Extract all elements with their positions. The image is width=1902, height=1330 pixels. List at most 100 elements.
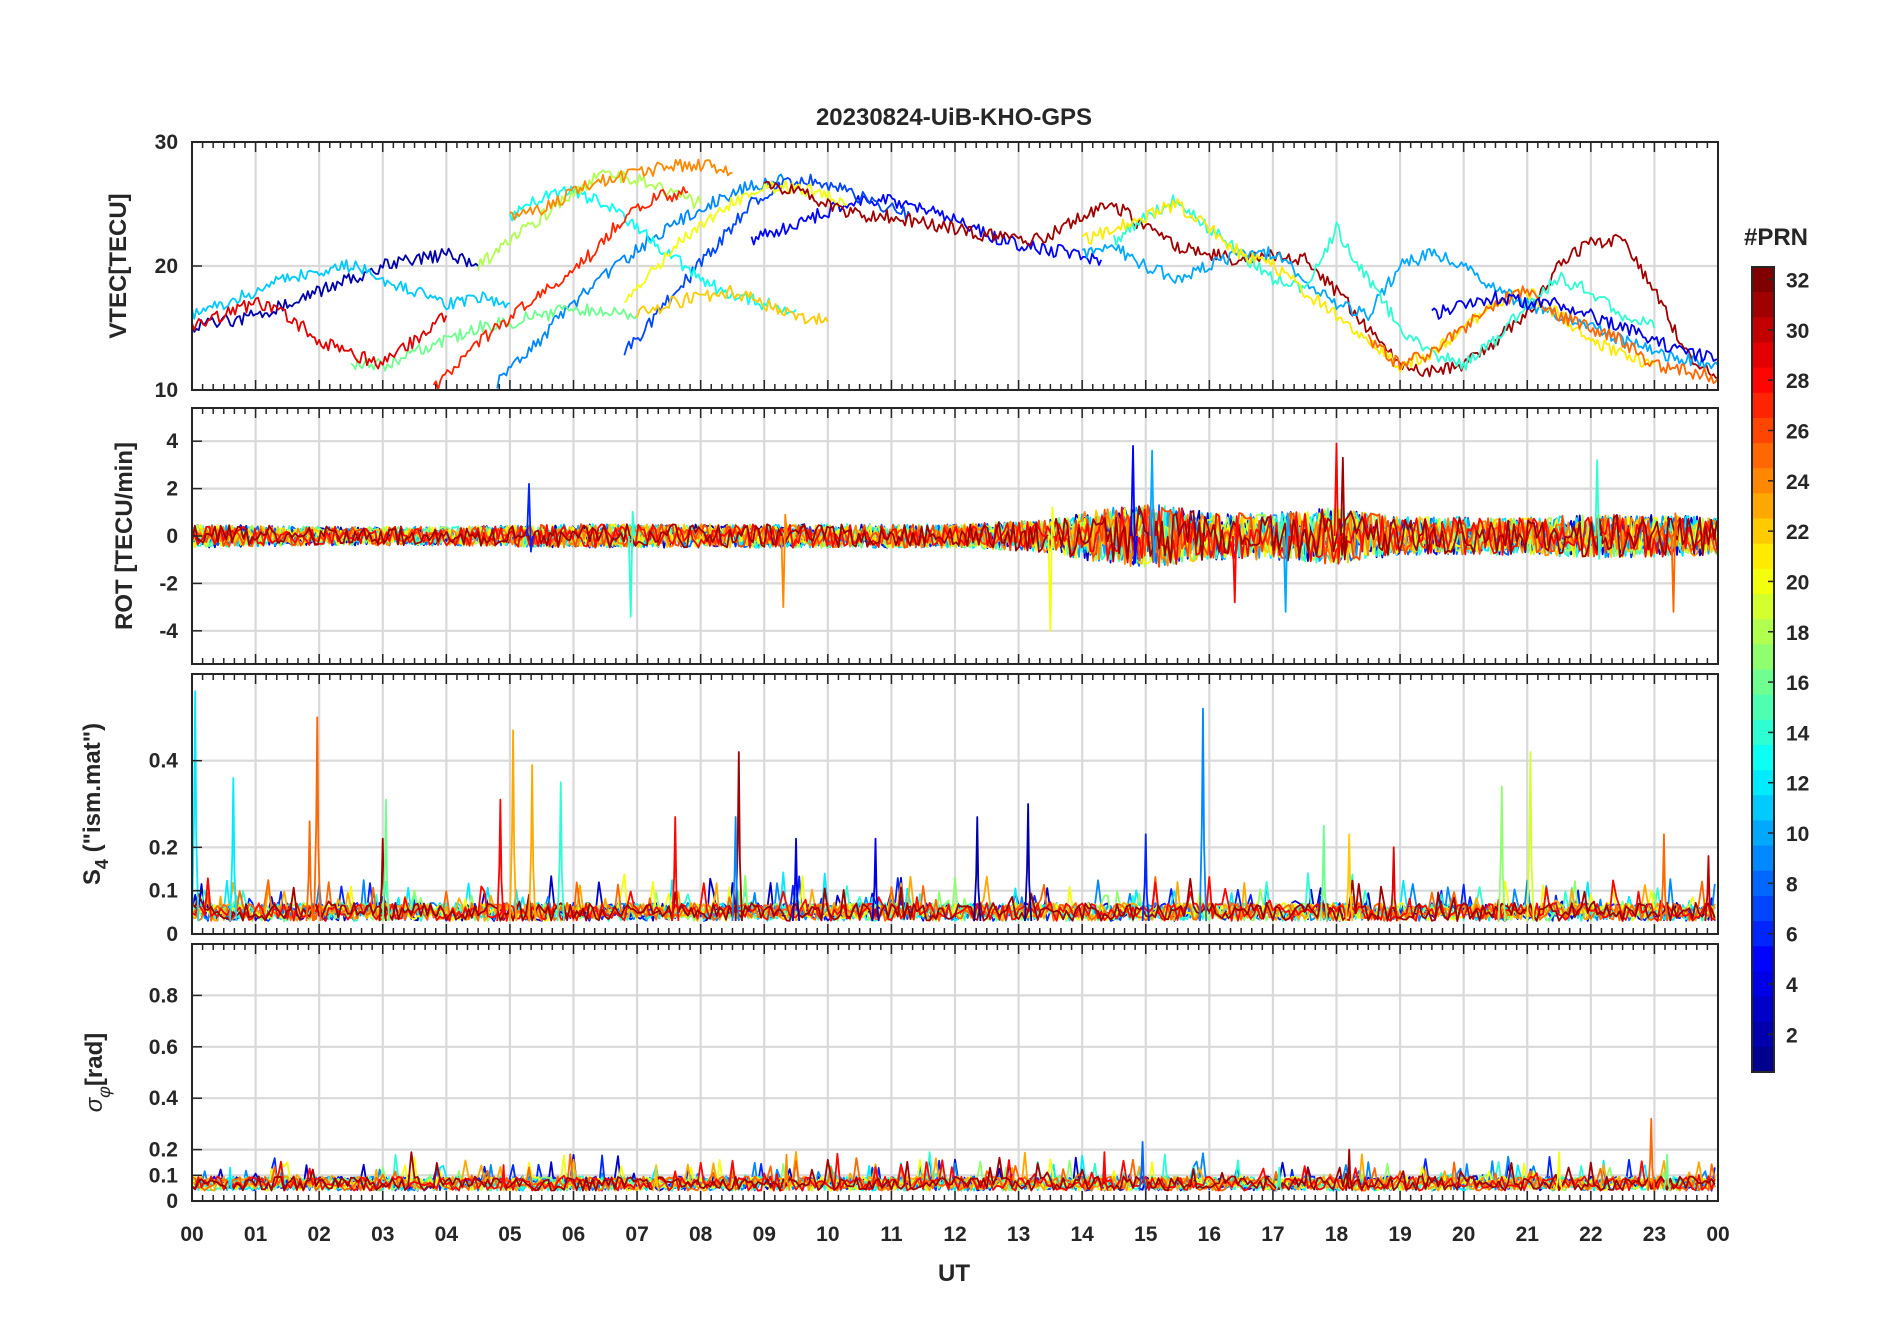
colorbar-tick-label: 18 — [1786, 622, 1810, 645]
sigma-spike-prn-8 — [1138, 1140, 1147, 1191]
panel-s4: 0 0.1 0.2 0.4 S4 ("ism.mat") — [79, 673, 1720, 946]
rot-trace-prn-31 — [192, 505, 1718, 564]
vtec-trace-prn-25 — [1367, 285, 1718, 385]
y-tick-label-s4: 0 — [166, 923, 178, 946]
vtec-trace-prn-31 — [763, 180, 1718, 379]
y-axis-label-vtec: VTEC[TECU] — [105, 193, 132, 338]
sigma-spike-prn-20 — [1554, 1151, 1564, 1191]
traces-s4 — [192, 690, 1716, 922]
colorbar-segment — [1752, 342, 1774, 369]
sigma-spike-prn-22 — [652, 1164, 661, 1192]
s4-spike-prn-30 — [1704, 855, 1713, 922]
colorbar-segment — [1752, 669, 1774, 696]
s4-spike-prn-25 — [1659, 833, 1669, 922]
vtec-trace-prn-5 — [750, 193, 1103, 266]
sigma-trace-prn-12 — [192, 1155, 1716, 1192]
minor-ticks-sigma — [191, 944, 1719, 1202]
vtec-trace-prn-20 — [623, 179, 848, 304]
x-tick-label: 09 — [753, 1223, 776, 1246]
colorbar-segment — [1752, 292, 1774, 318]
y-axis-label-s4: S4 ("ism.mat") — [79, 723, 112, 885]
rot-spike-prn-14 — [1594, 459, 1602, 560]
y-tick-label-vtec: 30 — [155, 131, 178, 154]
sigma-spike-prn-28 — [499, 1164, 508, 1192]
panel-sigma: 0 0.10.2 0.4 0.6 0.8 σφ[rad] — [81, 943, 1720, 1213]
y-tick-label-sigma: 0.4 — [149, 1087, 179, 1110]
x-tick-label: 18 — [1325, 1223, 1349, 1246]
vtec-trace-prn-29 — [192, 296, 448, 370]
s4-spike-prn-25 — [313, 716, 322, 922]
colorbar-tick-label: 2 — [1786, 1024, 1798, 1047]
vtec-trace-prn-16 — [350, 303, 638, 372]
colorbar-segment — [1752, 417, 1774, 444]
s4-spike-prn-17 — [1497, 785, 1506, 922]
x-tick-label: 08 — [689, 1223, 713, 1246]
s4-spike-prn-12 — [229, 777, 238, 922]
s4-spike-prn-23 — [509, 729, 518, 922]
colorbar-segment — [1752, 367, 1774, 394]
x-tick-label: 00 — [180, 1223, 203, 1246]
colorbar-tick-label: 20 — [1786, 571, 1809, 594]
x-tick-label: 23 — [1643, 1223, 1666, 1246]
colorbar-tick-label: 8 — [1786, 873, 1798, 896]
colorbar-segment — [1752, 921, 1774, 947]
sigma-spike-prn-24 — [782, 1153, 791, 1191]
x-tick-label: 15 — [1134, 1223, 1158, 1246]
sigma-spike-prn-14 — [1275, 1166, 1284, 1192]
x-tick-label: 13 — [1007, 1223, 1030, 1246]
colorbar-segment — [1752, 694, 1774, 721]
y-tick-label-rot: -2 — [159, 572, 178, 595]
x-tick-label: 00 — [1706, 1223, 1729, 1246]
traces-rot — [192, 442, 1718, 632]
colorbar-segment — [1752, 493, 1774, 520]
colorbar-tick-label: 32 — [1786, 270, 1809, 293]
panel-vtec: 10 20 30 VTEC[TECU] — [105, 131, 1720, 402]
x-tick-label: 21 — [1516, 1223, 1540, 1246]
rot-spike-prn-31 — [1340, 456, 1348, 561]
colorbar-tick-label: 30 — [1786, 320, 1809, 343]
colorbar-segment — [1752, 845, 1774, 872]
colorbar-segment — [1752, 795, 1774, 821]
s4-spike-prn-16 — [381, 798, 391, 922]
colorbar-segment — [1752, 946, 1774, 972]
vtec-trace-prn-2 — [192, 247, 479, 333]
minor-ticks-s4 — [191, 674, 1719, 935]
colorbar-segment — [1752, 518, 1774, 545]
colorbar-segment — [1752, 443, 1774, 469]
s4-spike-prn-2 — [1024, 803, 1033, 922]
x-tick-label: 17 — [1261, 1223, 1284, 1246]
x-tick-label: 05 — [498, 1223, 522, 1246]
minor-ticks-rot — [191, 408, 1719, 664]
s4-spike-prn-19 — [1526, 751, 1535, 922]
colorbar-segment — [1752, 267, 1774, 293]
colorbar-segment — [1752, 820, 1774, 847]
colorbar-tick-label: 16 — [1786, 672, 1809, 695]
sigma-spike-prn-25 — [1647, 1117, 1656, 1191]
y-axis-label-rot: ROT [TECU/min] — [111, 442, 138, 630]
colorbar-segment — [1752, 996, 1774, 1023]
x-tick-label: 07 — [625, 1223, 648, 1246]
y-tick-label-s4: 0.2 — [149, 836, 178, 859]
s4-spike-prn-9 — [731, 816, 740, 922]
y-tick-label-rot: 4 — [166, 430, 178, 453]
sigma-spike-prn-31 — [1345, 1148, 1354, 1191]
vtec-trace-prn-11 — [192, 259, 511, 320]
colorbar-segment — [1752, 543, 1774, 570]
vtec-trace-prn-27 — [432, 186, 689, 390]
vtec-trace-prn-21 — [1081, 198, 1656, 373]
x-tick-label: 01 — [244, 1223, 268, 1246]
vtec-trace-prn-22 — [636, 284, 829, 325]
sigma-trace-prn-28 — [192, 1152, 1716, 1192]
traces-sigma — [192, 1117, 1716, 1192]
rot-spike-prn-25 — [1670, 512, 1679, 613]
colorbar-tick-label: 24 — [1786, 471, 1810, 494]
s4-spike-prn-28 — [496, 798, 505, 922]
y-tick-label-sigma: 0.6 — [149, 1036, 178, 1059]
traces-vtec — [192, 158, 1718, 390]
s4-spike-prn-25 — [305, 820, 314, 922]
colorbar-segment — [1752, 1046, 1774, 1073]
s4-trace-prn-31 — [192, 877, 1716, 922]
colorbar-tick-label: 14 — [1786, 722, 1810, 745]
rot-spike-prn-10 — [1282, 512, 1291, 613]
s4-spike-prn-16 — [1319, 824, 1328, 922]
